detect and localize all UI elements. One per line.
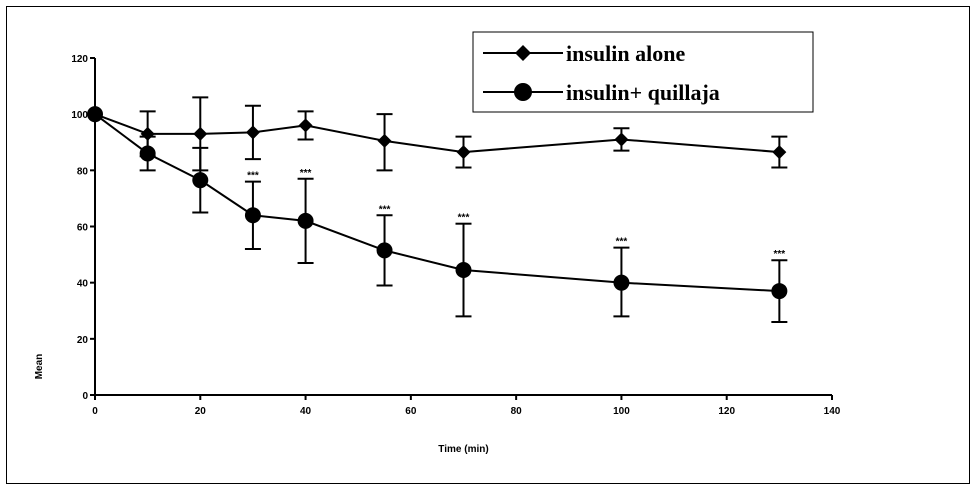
significance-label: *** <box>247 171 259 182</box>
legend-diamond-marker <box>515 45 531 61</box>
significance-label: *** <box>458 213 470 224</box>
data-point-circle <box>192 172 209 189</box>
y-ticks: 0 20 40 60 80 100 120 <box>71 54 95 402</box>
x-ticks: 0 20 40 60 80 100 120 140 <box>92 395 841 417</box>
significance-label: *** <box>774 249 786 260</box>
legend-label-insulin-alone: insulin alone <box>566 41 685 66</box>
data-point-circle <box>297 212 314 229</box>
data-point-circle <box>613 274 630 291</box>
data-point-circle <box>455 262 472 279</box>
y-tick-label: 80 <box>77 166 89 177</box>
x-tick-label: 40 <box>300 406 312 417</box>
legend-box <box>472 31 814 113</box>
data-point-diamond <box>298 118 313 133</box>
data-point-diamond <box>193 126 208 141</box>
x-tick-label: 60 <box>405 406 417 417</box>
x-tick-label: 0 <box>92 406 98 417</box>
data-point-diamond <box>245 125 260 140</box>
y-axis-label: Mean <box>34 354 45 380</box>
y-tick-label: 0 <box>82 391 88 402</box>
series-line <box>94 113 780 293</box>
x-tick-label: 80 <box>511 406 523 417</box>
significance-label: *** <box>616 237 628 248</box>
significance-label: *** <box>300 168 312 179</box>
legend: insulin alone insulin+ quillaja <box>472 31 814 113</box>
data-point-diamond <box>614 132 629 147</box>
data-point-circle <box>244 207 261 224</box>
data-point-diamond <box>456 145 471 160</box>
data-point-diamond <box>377 133 392 148</box>
series-insulin-quillaja: *** *** *** *** *** *** <box>87 106 788 323</box>
x-tick-label: 140 <box>824 406 841 417</box>
y-tick-label: 100 <box>71 110 88 121</box>
x-tick-label: 120 <box>718 406 735 417</box>
legend-label-insulin-quillaja: insulin+ quillaja <box>566 80 720 105</box>
legend-circle-marker <box>514 83 532 101</box>
data-point-circle <box>87 106 103 123</box>
x-axis-label: Time (min) <box>438 444 488 455</box>
y-tick-label: 60 <box>77 223 89 234</box>
y-tick-label: 40 <box>77 279 89 290</box>
x-tick-label: 20 <box>195 406 207 417</box>
series-layer: *** *** *** *** *** *** <box>87 96 788 323</box>
y-tick-label: 20 <box>77 335 89 346</box>
data-point-circle <box>376 242 393 259</box>
y-tick-label: 120 <box>71 54 88 65</box>
data-point-circle <box>139 145 156 162</box>
significance-label: *** <box>379 204 391 215</box>
x-tick-label: 100 <box>613 406 630 417</box>
data-point-diamond <box>772 145 787 160</box>
data-point-circle <box>771 283 788 300</box>
